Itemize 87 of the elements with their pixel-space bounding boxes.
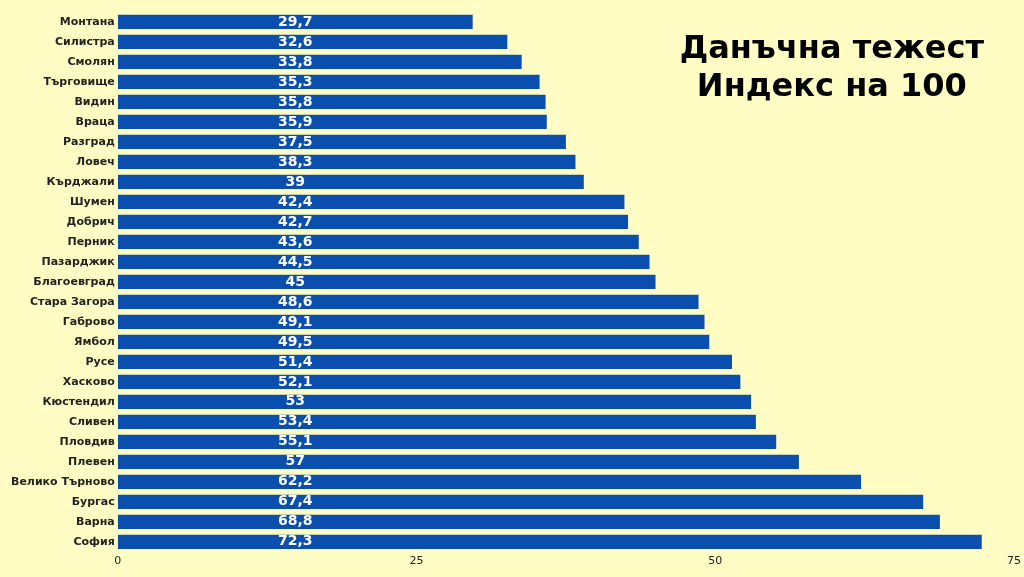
y-tick-label: Сливен — [68, 414, 115, 428]
data-label: 68,8 — [277, 512, 313, 529]
data-label: 32,6 — [277, 32, 313, 49]
y-tick-label: Хасково — [62, 374, 116, 388]
bar — [117, 314, 705, 330]
bar — [117, 194, 625, 210]
bar — [117, 454, 799, 469]
y-tick-label: Велико Търново — [11, 474, 116, 488]
data-label: 55,1 — [277, 432, 313, 449]
y-tick-label: Пазарджик — [41, 254, 116, 268]
data-label: 33,8 — [277, 52, 313, 69]
bar — [117, 434, 777, 449]
y-tick-label: Добрич — [66, 214, 115, 228]
bar — [117, 334, 710, 349]
data-label: 49,5 — [277, 332, 313, 349]
bar — [117, 174, 584, 190]
bar — [117, 254, 650, 270]
bar — [117, 534, 982, 549]
y-tick-label: Враца — [75, 114, 115, 128]
y-tick-label: Ямбол — [74, 334, 115, 348]
bar — [117, 234, 639, 250]
y-tick-label: Плевен — [68, 454, 115, 468]
data-label: 35,8 — [277, 92, 313, 109]
bar — [117, 374, 741, 389]
y-tick-label: Ловеч — [76, 154, 115, 168]
y-tick-label: Силистра — [55, 34, 115, 48]
data-label: 53 — [285, 392, 305, 409]
bar — [117, 34, 508, 50]
bar — [117, 94, 546, 110]
y-tick-label: Габрово — [62, 314, 116, 328]
bar — [117, 414, 756, 429]
bar — [117, 354, 732, 369]
x-tick-label: 0 — [114, 554, 122, 568]
data-label: 49,1 — [277, 312, 313, 329]
data-label: 72,3 — [277, 532, 313, 549]
bar — [117, 214, 629, 230]
y-tick-label: Благоевград — [33, 274, 115, 288]
y-tick-label: Варна — [76, 514, 115, 528]
text: Индекс на 100 — [695, 66, 968, 105]
x-tick-label: 25 — [409, 554, 424, 568]
x-tick-label: 75 — [1007, 554, 1021, 568]
y-tick-label: Видин — [74, 94, 115, 108]
y-tick-label: Кюстендил — [42, 394, 115, 408]
data-label: 43,6 — [277, 232, 313, 249]
y-tick-label: Бургас — [71, 494, 115, 508]
y-tick-label: Смолян — [67, 54, 115, 68]
y-tick-label: Пловдив — [59, 434, 115, 448]
y-tick-label: Търговище — [43, 74, 115, 88]
data-label: 62,2 — [277, 472, 313, 489]
data-label: 52,1 — [277, 372, 313, 389]
data-label: 57 — [285, 452, 305, 469]
bar — [117, 154, 576, 170]
bar — [117, 274, 656, 290]
y-tick-label: София — [73, 534, 115, 548]
bar — [117, 134, 566, 150]
data-label: 42,7 — [277, 212, 313, 229]
data-label: 51,4 — [277, 352, 313, 369]
bar — [117, 474, 862, 489]
data-label: 67,4 — [277, 492, 313, 509]
data-label: 44,5 — [277, 252, 313, 269]
data-label: 48,6 — [277, 292, 313, 309]
bar — [117, 114, 547, 130]
bar — [117, 14, 473, 30]
y-tick-label: Шумен — [69, 194, 115, 208]
y-tick-label: Кърджали — [46, 174, 115, 188]
y-tick-label: Русе — [85, 354, 115, 368]
data-label: 39 — [285, 172, 305, 189]
bar — [117, 514, 940, 529]
data-label: 29,7 — [277, 12, 313, 29]
bar — [117, 394, 752, 409]
data-label: 42,4 — [277, 192, 313, 209]
data-label: 53,4 — [277, 412, 313, 429]
data-label: 45 — [285, 272, 305, 289]
y-tick-label: Перник — [67, 234, 116, 248]
data-label: 37,5 — [277, 132, 313, 149]
y-tick-label: Разград — [62, 134, 115, 148]
data-label: 38,3 — [277, 152, 313, 169]
y-tick-label: Стара Загора — [29, 294, 115, 308]
bar — [117, 494, 924, 509]
bar — [117, 54, 522, 70]
bar — [117, 74, 540, 90]
data-label: 35,3 — [277, 72, 313, 89]
x-tick-label: 50 — [708, 554, 723, 568]
bar — [117, 294, 699, 310]
text: Данъчна тежест — [679, 28, 984, 67]
data-label: 35,9 — [277, 112, 313, 129]
y-tick-label: Монтана — [59, 14, 115, 28]
